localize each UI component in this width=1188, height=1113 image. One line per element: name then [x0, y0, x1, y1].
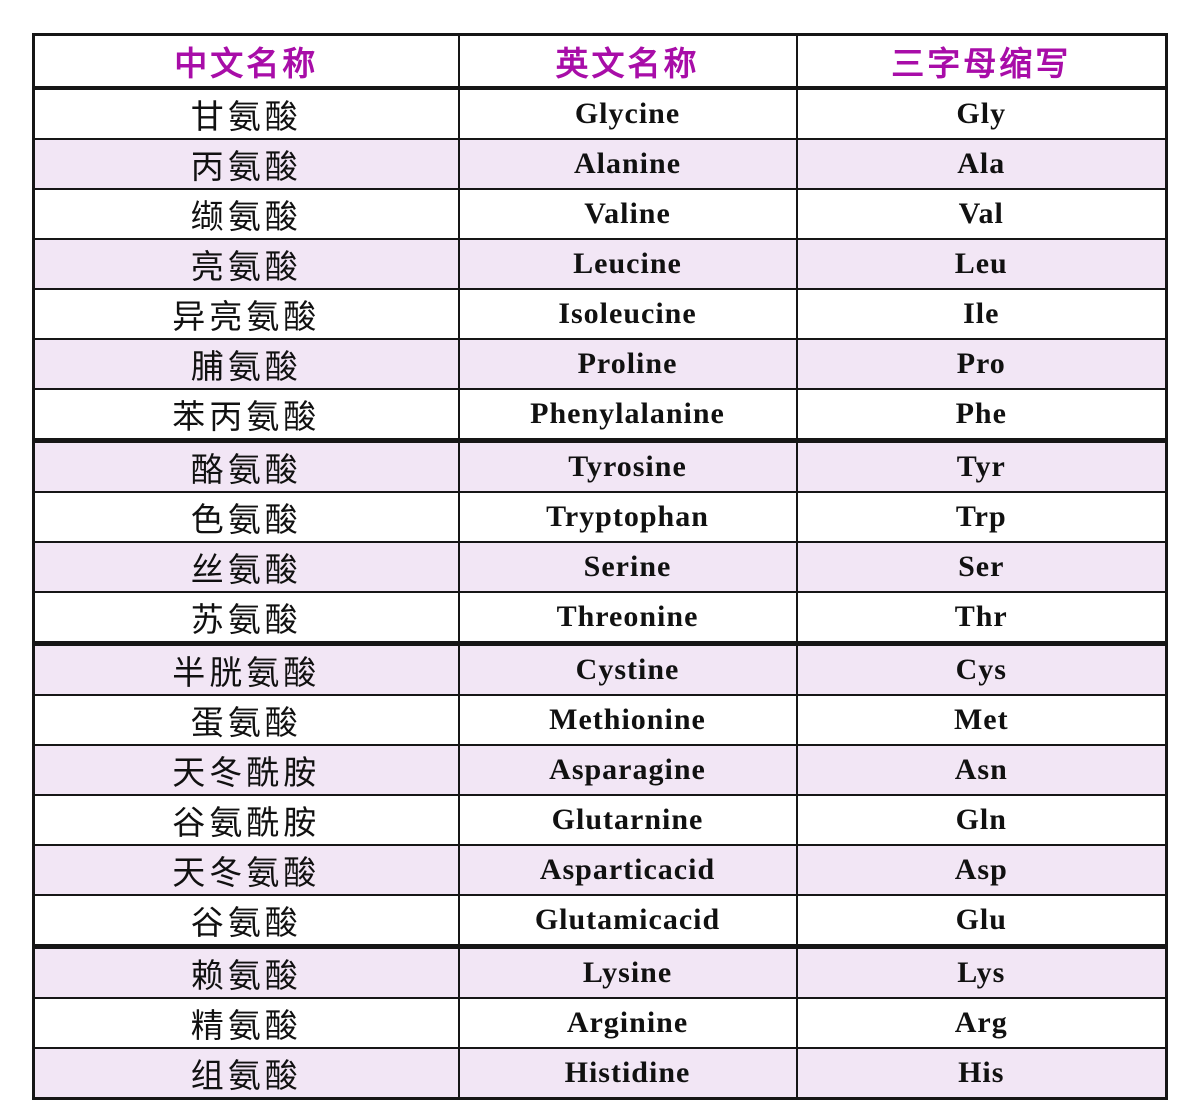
- cell-english-name: Threonine: [457, 590, 798, 646]
- column-header-english-name: 英文名称: [457, 33, 798, 90]
- cell-chinese-name: 丙氨酸: [32, 137, 460, 190]
- table-row: 甘氨酸 Glycine Gly: [32, 86, 1168, 140]
- cell-chinese-name: 缬氨酸: [32, 187, 460, 240]
- table-row: 亮氨酸 Leucine Leu: [32, 237, 1168, 290]
- cell-abbreviation: Ala: [795, 137, 1168, 190]
- cell-english-name: Glutarnine: [457, 793, 798, 846]
- cell-abbreviation: Glu: [795, 893, 1168, 949]
- amino-acid-table-container: 中文名称 英文名称 三字母缩写 甘氨酸 Glycine Gly 丙氨酸 Alan…: [32, 33, 1168, 1100]
- cell-chinese-name: 丝氨酸: [32, 540, 460, 593]
- cell-chinese-name: 谷氨酰胺: [32, 793, 460, 846]
- cell-abbreviation: Lys: [795, 945, 1168, 999]
- table-row: 天冬酰胺 Asparagine Asn: [32, 743, 1168, 796]
- cell-chinese-name: 亮氨酸: [32, 237, 460, 290]
- cell-english-name: Serine: [457, 540, 798, 593]
- cell-english-name: Asparagine: [457, 743, 798, 796]
- cell-english-name: Tryptophan: [457, 490, 798, 543]
- table-row: 丙氨酸 Alanine Ala: [32, 137, 1168, 190]
- cell-chinese-name: 赖氨酸: [32, 945, 460, 999]
- cell-chinese-name: 半胱氨酸: [32, 642, 460, 696]
- cell-chinese-name: 谷氨酸: [32, 893, 460, 949]
- cell-chinese-name: 脯氨酸: [32, 337, 460, 390]
- cell-abbreviation: Val: [795, 187, 1168, 240]
- cell-english-name: Tyrosine: [457, 439, 798, 493]
- table-row: 精氨酸 Arginine Arg: [32, 996, 1168, 1049]
- cell-english-name: Asparticacid: [457, 843, 798, 896]
- cell-chinese-name: 组氨酸: [32, 1046, 460, 1099]
- table-row: 苏氨酸 Threonine Thr: [32, 590, 1168, 646]
- cell-english-name: Glycine: [457, 86, 798, 140]
- cell-abbreviation: His: [795, 1046, 1168, 1099]
- cell-abbreviation: Asp: [795, 843, 1168, 896]
- table-row: 异亮氨酸 Isoleucine Ile: [32, 287, 1168, 340]
- cell-chinese-name: 色氨酸: [32, 490, 460, 543]
- cell-english-name: Valine: [457, 187, 798, 240]
- table-row: 天冬氨酸 Asparticacid Asp: [32, 843, 1168, 896]
- cell-abbreviation: Tyr: [795, 439, 1168, 493]
- cell-english-name: Phenylalanine: [457, 387, 798, 443]
- cell-english-name: Proline: [457, 337, 798, 390]
- cell-abbreviation: Leu: [795, 237, 1168, 290]
- table-row: 谷氨酰胺 Glutarnine Gln: [32, 793, 1168, 846]
- cell-chinese-name: 苯丙氨酸: [32, 387, 460, 443]
- cell-english-name: Cystine: [457, 642, 798, 696]
- cell-english-name: Glutamicacid: [457, 893, 798, 949]
- cell-chinese-name: 天冬酰胺: [32, 743, 460, 796]
- table-row: 谷氨酸 Glutamicacid Glu: [32, 893, 1168, 949]
- cell-english-name: Isoleucine: [457, 287, 798, 340]
- amino-acid-table: 中文名称 英文名称 三字母缩写 甘氨酸 Glycine Gly 丙氨酸 Alan…: [32, 33, 1168, 1100]
- cell-chinese-name: 异亮氨酸: [32, 287, 460, 340]
- cell-abbreviation: Phe: [795, 387, 1168, 443]
- table-row: 组氨酸 Histidine His: [32, 1046, 1168, 1099]
- table-row: 半胱氨酸 Cystine Cys: [32, 642, 1168, 696]
- cell-chinese-name: 苏氨酸: [32, 590, 460, 646]
- cell-chinese-name: 精氨酸: [32, 996, 460, 1049]
- table-row: 缬氨酸 Valine Val: [32, 187, 1168, 240]
- cell-english-name: Arginine: [457, 996, 798, 1049]
- column-header-abbreviation: 三字母缩写: [795, 33, 1168, 90]
- cell-abbreviation: Met: [795, 693, 1168, 746]
- cell-english-name: Leucine: [457, 237, 798, 290]
- cell-chinese-name: 甘氨酸: [32, 86, 460, 140]
- cell-abbreviation: Ser: [795, 540, 1168, 593]
- table-row: 色氨酸 Tryptophan Trp: [32, 490, 1168, 543]
- cell-english-name: Lysine: [457, 945, 798, 999]
- table-row: 酪氨酸 Tyrosine Tyr: [32, 439, 1168, 493]
- table-row: 苯丙氨酸 Phenylalanine Phe: [32, 387, 1168, 443]
- cell-english-name: Histidine: [457, 1046, 798, 1099]
- column-header-chinese-name: 中文名称: [32, 33, 460, 90]
- table-row: 脯氨酸 Proline Pro: [32, 337, 1168, 390]
- cell-english-name: Alanine: [457, 137, 798, 190]
- cell-abbreviation: Thr: [795, 590, 1168, 646]
- cell-abbreviation: Cys: [795, 642, 1168, 696]
- cell-abbreviation: Ile: [795, 287, 1168, 340]
- cell-abbreviation: Trp: [795, 490, 1168, 543]
- cell-chinese-name: 酪氨酸: [32, 439, 460, 493]
- table-row: 蛋氨酸 Methionine Met: [32, 693, 1168, 746]
- cell-chinese-name: 天冬氨酸: [32, 843, 460, 896]
- cell-chinese-name: 蛋氨酸: [32, 693, 460, 746]
- table-body: 甘氨酸 Glycine Gly 丙氨酸 Alanine Ala 缬氨酸 Vali…: [32, 86, 1168, 1099]
- cell-english-name: Methionine: [457, 693, 798, 746]
- table-row: 赖氨酸 Lysine Lys: [32, 945, 1168, 999]
- table-row: 丝氨酸 Serine Ser: [32, 540, 1168, 593]
- cell-abbreviation: Arg: [795, 996, 1168, 1049]
- table-header: 中文名称 英文名称 三字母缩写: [32, 33, 1168, 90]
- header-row: 中文名称 英文名称 三字母缩写: [32, 33, 1168, 90]
- cell-abbreviation: Gly: [795, 86, 1168, 140]
- cell-abbreviation: Pro: [795, 337, 1168, 390]
- cell-abbreviation: Gln: [795, 793, 1168, 846]
- cell-abbreviation: Asn: [795, 743, 1168, 796]
